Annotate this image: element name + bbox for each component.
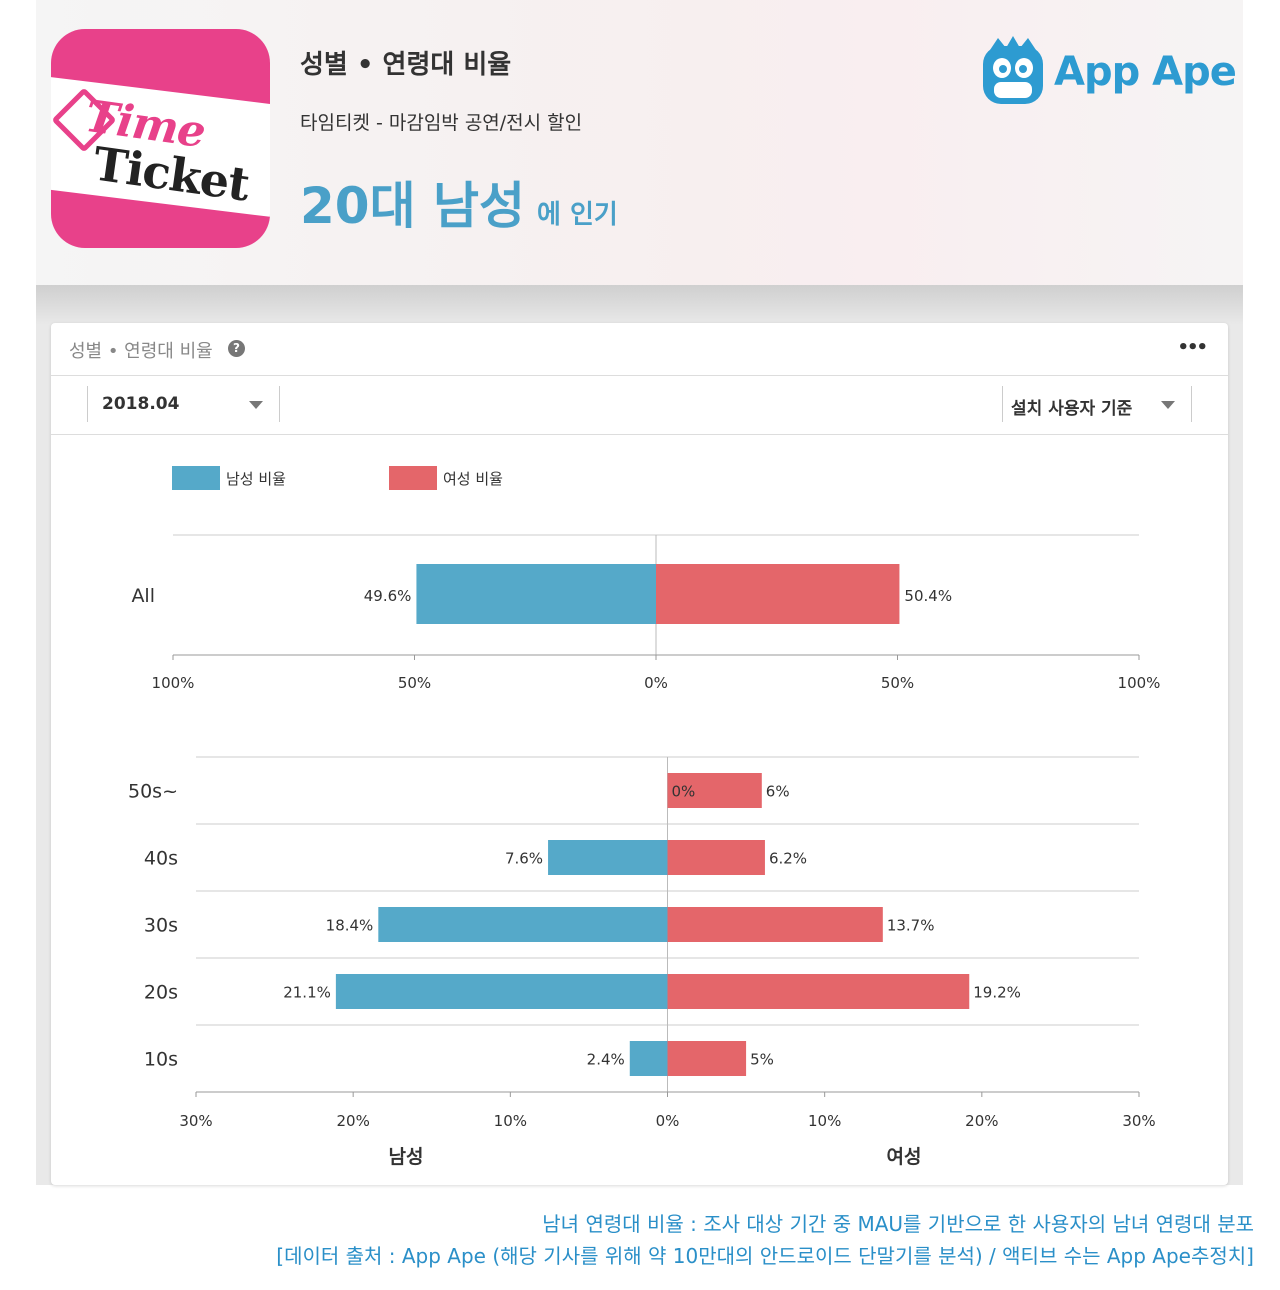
x-tick-label: 20% <box>336 1112 369 1130</box>
popular-segment-suffix: 에 인기 <box>537 200 618 230</box>
bar-female-all <box>656 564 900 624</box>
chevron-down-icon <box>249 401 263 409</box>
bar-female <box>667 974 970 1009</box>
x-tick-label: 30% <box>179 1112 212 1130</box>
basis-select[interactable]: 설치 사용자 기준 <box>1002 386 1192 422</box>
data-label-male: 18.4% <box>326 917 374 935</box>
caption: 남녀 연령대 비율 : 조사 대상 기간 중 MAU를 기반으로 한 사용자의 … <box>276 1208 1254 1272</box>
category-label: 50s~ <box>128 781 178 803</box>
card-title: 성별 • 연령대 비율 <box>69 341 213 362</box>
x-tick-label: 20% <box>965 1112 998 1130</box>
x-tick-label: 100% <box>152 674 195 692</box>
bar-female <box>667 773 762 808</box>
basis-select-value: 설치 사용자 기준 <box>1011 399 1133 419</box>
header-title: 성별 • 연령대 비율 <box>300 50 512 80</box>
legend-swatch-male <box>172 466 220 490</box>
brand-logo: App Ape <box>980 36 1237 108</box>
period-select[interactable]: 2018.04 <box>87 386 280 422</box>
category-label: All <box>131 585 155 607</box>
x-tick-label: 100% <box>1118 674 1161 692</box>
data-label-female: 6% <box>766 783 790 801</box>
bar-male <box>548 840 668 875</box>
bar-male <box>378 907 668 942</box>
data-label-female: 19.2% <box>973 984 1021 1002</box>
bar-male <box>629 1041 668 1076</box>
bar-female <box>667 1041 747 1076</box>
question-circle-icon[interactable]: ? <box>228 340 245 357</box>
caption-line-1: 남녀 연령대 비율 : 조사 대상 기간 중 MAU를 기반으로 한 사용자의 … <box>542 1212 1254 1236</box>
app-icon: Time Ticket <box>51 29 270 248</box>
x-tick-label: 50% <box>398 674 431 692</box>
x-label-female: 여성 <box>887 1146 922 1168</box>
data-label-female: 13.7% <box>887 917 935 935</box>
data-label-female: 50.4% <box>904 587 952 605</box>
legend-label-male: 남성 비율 <box>226 470 286 488</box>
category-label: 40s <box>144 848 178 870</box>
category-label: 20s <box>144 982 178 1004</box>
bar-male <box>335 974 668 1009</box>
data-label-male: 0% <box>672 783 696 801</box>
x-tick-label: 10% <box>494 1112 527 1130</box>
data-label-female: 6.2% <box>769 850 807 868</box>
x-tick-label: 10% <box>808 1112 841 1130</box>
more-dots-icon[interactable]: ••• <box>1177 337 1207 358</box>
chevron-down-icon <box>1161 401 1175 409</box>
header-shadow <box>36 285 1243 325</box>
caption-line-2: [데이터 출처 : App Ape (해당 기사를 위해 약 10만대의 안드로… <box>276 1244 1254 1268</box>
x-label-male: 남성 <box>389 1146 424 1168</box>
ape-face-icon <box>983 36 1043 104</box>
x-tick-label: 0% <box>656 1112 680 1130</box>
category-label: 30s <box>144 915 178 937</box>
data-label-male: 49.6% <box>364 587 412 605</box>
x-tick-label: 0% <box>644 674 668 692</box>
popular-segment: 20대 남성 에 인기 <box>300 166 618 238</box>
data-label-male: 21.1% <box>283 984 331 1002</box>
bar-female <box>667 907 883 942</box>
data-label-male: 2.4% <box>587 1051 625 1069</box>
period-select-value: 2018.04 <box>102 394 180 414</box>
legend-label-female: 여성 비율 <box>443 470 503 488</box>
popular-segment-value: 20대 남성 <box>300 177 525 235</box>
brand-name: App Ape <box>1054 49 1237 95</box>
bar-female <box>667 840 765 875</box>
x-tick-label: 30% <box>1122 1112 1155 1130</box>
data-label-male: 7.6% <box>505 850 543 868</box>
legend-swatch-female <box>389 466 437 490</box>
category-label: 10s <box>144 1049 178 1071</box>
card-header: 성별 • 연령대 비율 ? ••• <box>51 323 1228 376</box>
filter-bar: 2018.04 설치 사용자 기준 <box>51 376 1228 435</box>
data-label-female: 5% <box>750 1051 774 1069</box>
app-name: 타임티켓 - 마감임박 공연/전시 할인 <box>300 112 583 134</box>
x-tick-label: 50% <box>881 674 914 692</box>
bar-male-all <box>416 564 656 624</box>
